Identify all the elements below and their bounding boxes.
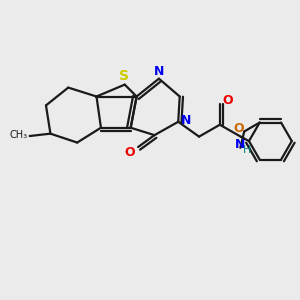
- Text: H: H: [242, 145, 251, 155]
- Text: N: N: [182, 114, 192, 128]
- Text: O: O: [233, 122, 244, 135]
- Text: N: N: [235, 138, 245, 152]
- Text: CH₃: CH₃: [9, 130, 27, 140]
- Text: O: O: [223, 94, 233, 107]
- Text: S: S: [119, 69, 129, 83]
- Text: N: N: [154, 65, 165, 78]
- Text: O: O: [124, 146, 135, 159]
